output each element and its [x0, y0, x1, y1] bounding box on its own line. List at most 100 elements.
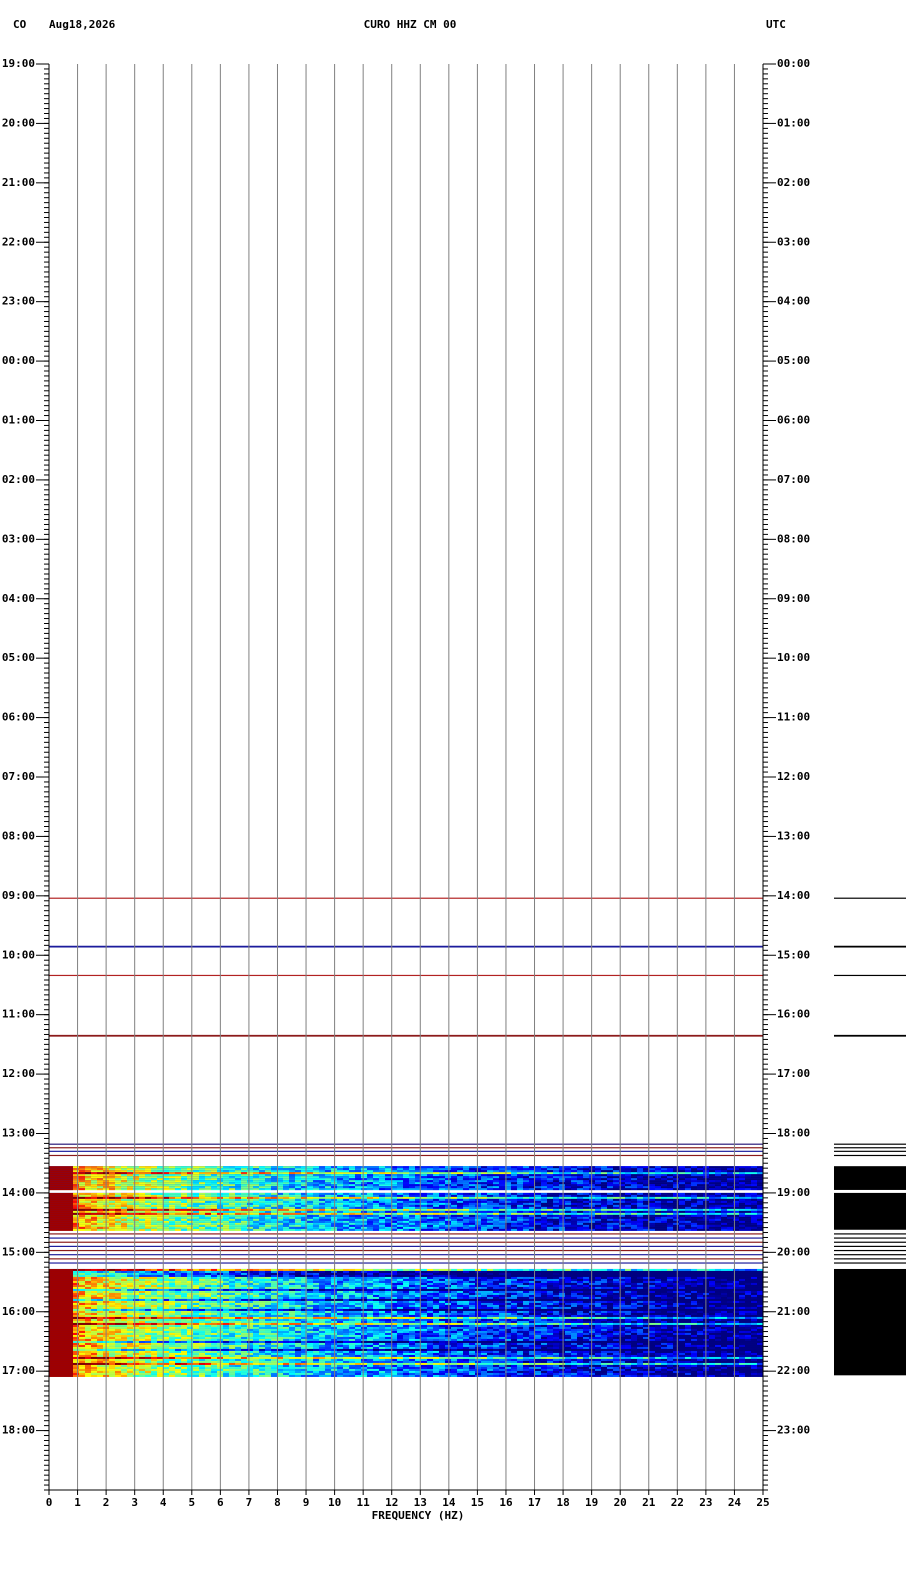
spectrum-cell: [565, 1172, 571, 1175]
spectrum-cell: [613, 1228, 619, 1231]
spectrum-cell: [691, 1180, 697, 1183]
spectrum-cell: [433, 1270, 439, 1273]
spectrum-cell: [259, 1184, 265, 1187]
spectrum-cell: [475, 1212, 481, 1215]
spectrum-cell: [487, 1212, 493, 1215]
spectrum-cell: [535, 1288, 541, 1291]
spectrum-cell: [739, 1218, 745, 1221]
spectrum-cell: [601, 1210, 607, 1213]
spectrum-cell: [667, 1184, 673, 1187]
spectrum-cell: [331, 1170, 337, 1173]
spectrum-cell: [619, 1218, 625, 1221]
spectrum-cell: [463, 1182, 469, 1185]
spectrum-cell: [709, 1176, 715, 1179]
spectrum-cell: [457, 1174, 463, 1177]
spectrum-cell: [571, 1224, 577, 1227]
spectrum-cell: [475, 1210, 481, 1213]
spectrum-cell: [271, 1196, 277, 1199]
spectrum-cell: [673, 1224, 679, 1227]
spectrum-cell: [475, 1166, 481, 1169]
spectrum-cell: [619, 1282, 625, 1285]
spectrum-cell: [199, 1274, 205, 1277]
spectrum-cell: [259, 1208, 265, 1211]
spectrum-cell: [295, 1196, 301, 1199]
spectrum-cell: [715, 1216, 721, 1219]
spectrum-cell: [493, 1220, 499, 1223]
spectrum-cell: [469, 1170, 475, 1173]
spectrum-cell: [145, 1180, 151, 1183]
spectrum-cell: [757, 1284, 763, 1287]
spectrum-cell: [169, 1204, 175, 1207]
spectrum-cell: [145, 1206, 151, 1209]
spectrum-cell: [343, 1170, 349, 1173]
spectrum-cell: [547, 1186, 553, 1189]
spectrum-cell: [445, 1176, 451, 1179]
spectrum-cell: [523, 1204, 529, 1207]
spectrum-cell: [727, 1216, 733, 1219]
spectrum-cell: [109, 1270, 115, 1273]
spectrum-cell: [529, 1194, 535, 1197]
spectrum-cell: [313, 1198, 319, 1201]
spectrum-cell: [415, 1192, 421, 1195]
spectrum-cell: [409, 1196, 415, 1199]
spectrum-cell: [511, 1166, 517, 1169]
spectrum-cell: [529, 1286, 535, 1289]
spectrum-cell: [583, 1180, 589, 1183]
spectrum-cell: [499, 1274, 505, 1277]
spectrum-cell: [661, 1226, 667, 1229]
spectrum-cell: [757, 1224, 763, 1227]
spectrum-cell: [175, 1218, 181, 1221]
spectrum-cell: [505, 1220, 511, 1223]
spectrum-cell: [115, 1174, 121, 1177]
spectrum-cell: [301, 1166, 307, 1169]
spectrum-cell: [127, 1182, 133, 1185]
spectrum-cell: [457, 1276, 463, 1279]
spectrum-cell: [631, 1186, 637, 1189]
spectrum-cell: [571, 1186, 577, 1189]
spectrum-cell: [277, 1192, 283, 1195]
spectrum-cell: [457, 1192, 463, 1195]
spectrum-cell: [577, 1176, 583, 1179]
spectrum-cell: [319, 1214, 325, 1217]
spectrum-cell: [247, 1270, 253, 1273]
spectrum-cell: [469, 1178, 475, 1181]
spectrum-cell: [265, 1274, 271, 1277]
spectrum-cell: [571, 1172, 577, 1175]
spectrum-cell: [163, 1282, 169, 1285]
spectrum-cell: [673, 1202, 679, 1205]
spectrum-cell: [529, 1218, 535, 1221]
spectrum-cell: [541, 1228, 547, 1231]
spectrum-cell: [223, 1180, 229, 1183]
spectrum-cell: [121, 1196, 127, 1199]
spectrum-cell: [379, 1222, 385, 1225]
spectrum-cell: [547, 1276, 553, 1279]
spectrum-cell: [433, 1284, 439, 1287]
spectrum-cell: [319, 1168, 325, 1171]
spectrum-cell: [415, 1174, 421, 1177]
spectrum-cell: [199, 1206, 205, 1209]
spectrum-cell: [661, 1168, 667, 1171]
spectrum-cell: [325, 1224, 331, 1227]
spectrum-cell: [91, 1270, 97, 1273]
spectrum-cell: [271, 1222, 277, 1225]
spectrum-cell: [373, 1206, 379, 1209]
spectrum-cell: [163, 1276, 169, 1279]
spectrum-cell: [685, 1212, 691, 1215]
spectrum-cell: [331, 1218, 337, 1221]
spectrum-cell: [577, 1228, 583, 1231]
spectrum-cell: [667, 1172, 673, 1175]
spectrum-cell: [655, 1182, 661, 1185]
spectrum-cell: [505, 1218, 511, 1221]
spectrum-cell: [715, 1268, 721, 1271]
spectrum-cell: [619, 1170, 625, 1173]
spectrum-cell: [757, 1270, 763, 1273]
spectrum-cell: [55, 1206, 61, 1209]
spectrum-cell: [631, 1200, 637, 1203]
spectrum-cell: [187, 1166, 193, 1169]
spectrum-cell: [397, 1204, 403, 1207]
spectrum-cell: [427, 1286, 433, 1289]
spectrum-cell: [163, 1174, 169, 1177]
spectrum-cell: [301, 1228, 307, 1231]
spectrum-cell: [97, 1272, 103, 1275]
spectrum-cell: [469, 1284, 475, 1287]
